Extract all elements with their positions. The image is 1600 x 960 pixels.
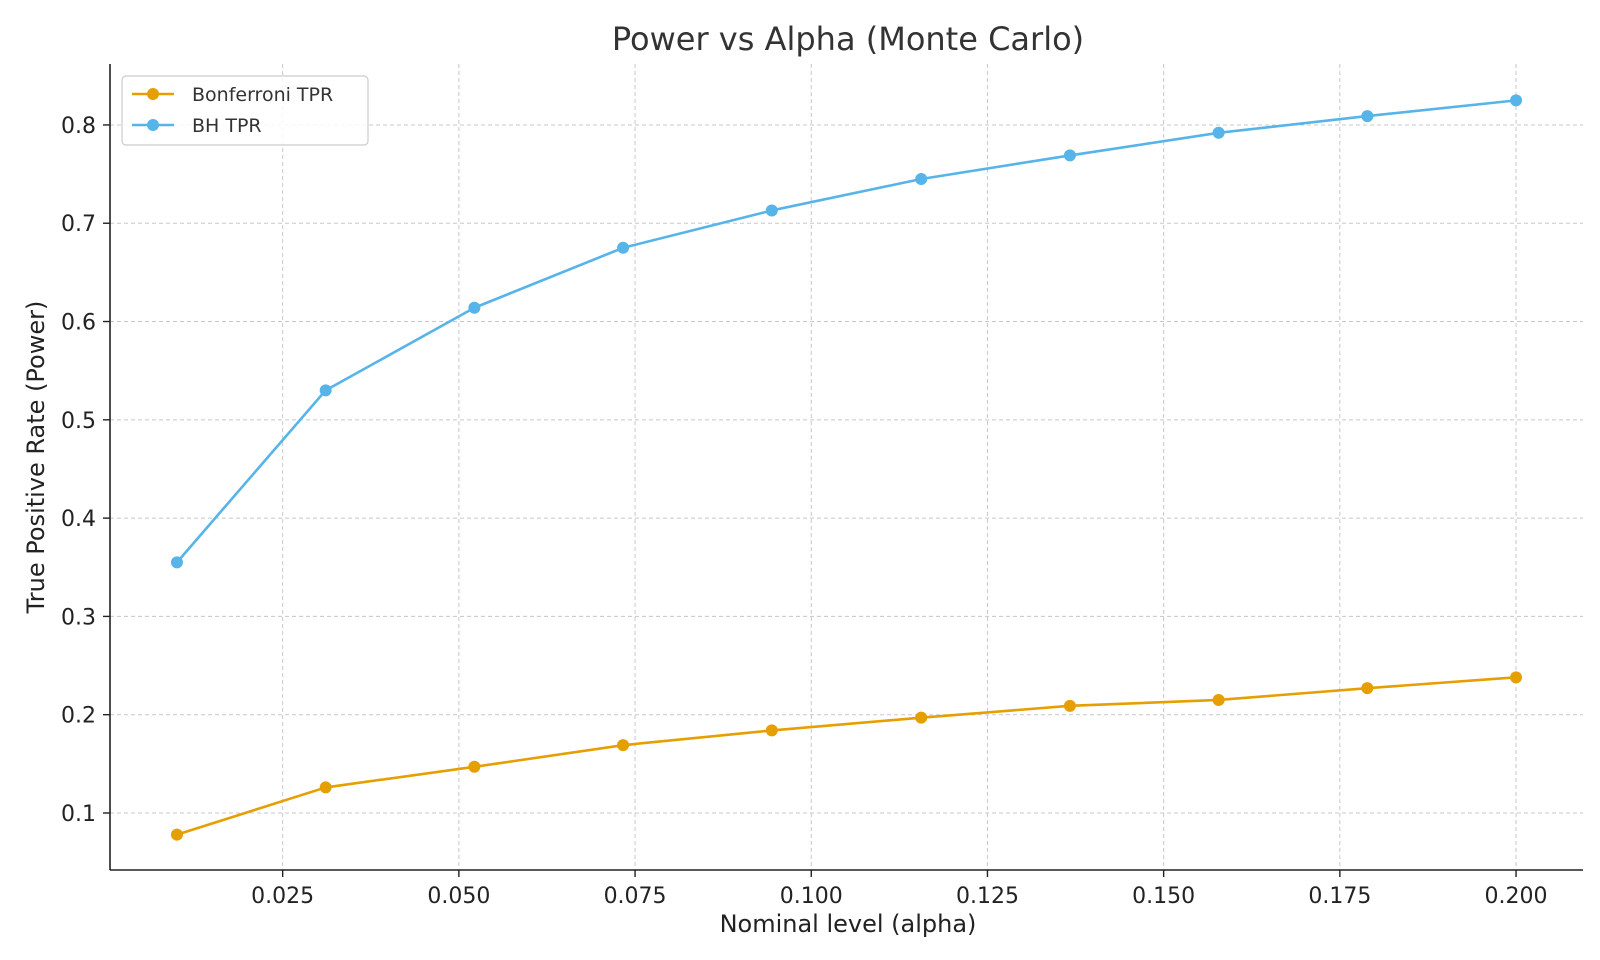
x-tick-label: 0.150 — [1132, 884, 1195, 909]
series-1 — [170, 94, 1523, 569]
y-tick-label: 0.6 — [61, 311, 96, 336]
data-point — [319, 384, 332, 397]
data-point — [319, 781, 332, 794]
legend: Bonferroni TPR BH TPR — [121, 75, 369, 146]
data-point — [468, 301, 481, 314]
series-line — [175, 99, 1518, 564]
x-tick-label: 0.025 — [251, 884, 314, 909]
data-point — [170, 828, 183, 841]
data-point — [1212, 126, 1225, 139]
chart-title: Power vs Alpha (Monte Carlo) — [612, 20, 1084, 58]
y-tick-label: 0.4 — [61, 507, 96, 532]
x-tick-label: 0.050 — [427, 884, 490, 909]
legend-label: Bonferroni TPR — [192, 84, 333, 106]
x-tick-label: 0.100 — [780, 884, 843, 909]
legend-item: BH TPR — [132, 115, 262, 137]
x-tick-label: 0.075 — [604, 884, 667, 909]
data-point — [1212, 693, 1225, 706]
data-point — [765, 204, 778, 217]
data-point — [1361, 682, 1374, 695]
x-tick-label: 0.200 — [1485, 884, 1548, 909]
legend-label: BH TPR — [192, 115, 262, 137]
data-point — [915, 711, 928, 724]
x-tick-label: 0.125 — [956, 884, 1019, 909]
y-tick-label: 0.2 — [61, 704, 96, 729]
legend-box — [121, 75, 369, 146]
grid-layer — [110, 64, 1583, 870]
y-tick-label: 0.3 — [61, 605, 96, 630]
data-point — [617, 241, 630, 254]
data-point — [1361, 110, 1374, 123]
data-point — [1510, 94, 1523, 107]
y-tick-label: 0.7 — [61, 212, 96, 237]
legend-swatch-marker — [147, 119, 159, 131]
series-0 — [170, 671, 1523, 841]
data-point — [1063, 149, 1076, 162]
axes-layer: 0.025 0.050 0.075 0.100 0.125 0.150 0.175 0.200… — [61, 64, 1583, 909]
data-point — [1510, 671, 1523, 684]
y-tick-label: 0.8 — [61, 114, 96, 139]
data-point — [617, 739, 630, 752]
data-point — [468, 760, 481, 773]
y-tick-label: 0.1 — [61, 802, 96, 827]
legend-swatch-marker — [147, 88, 159, 100]
data-point — [915, 173, 928, 186]
series-layer — [170, 94, 1523, 841]
data-point — [1063, 699, 1076, 712]
legend-items: Bonferroni TPR BH TPR — [132, 84, 333, 137]
y-axis-label: True Positive Rate (Power) — [22, 301, 50, 615]
x-tick-label: 0.175 — [1308, 884, 1371, 909]
x-axis-label: Nominal level (alpha) — [720, 910, 977, 938]
y-tick-label: 0.5 — [61, 409, 96, 434]
legend-item: Bonferroni TPR — [132, 84, 333, 106]
data-point — [170, 556, 183, 569]
data-point — [765, 724, 778, 737]
series-line — [175, 676, 1518, 836]
